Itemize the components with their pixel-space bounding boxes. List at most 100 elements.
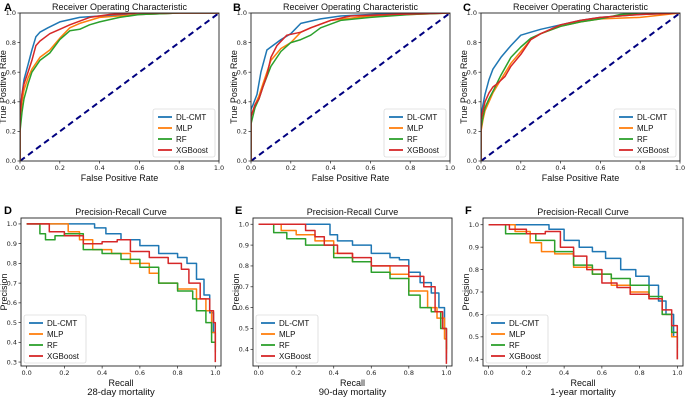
legend: DL-CMT MLP RF XGBoost [485,314,549,364]
y-tick-label: 0.8 [6,39,16,47]
legend-label: DL-CMT [47,319,77,328]
legend-label: MLP [637,124,653,133]
series-line-rf [488,223,679,349]
x-axis-label: False Positive Rate [81,173,159,183]
x-axis-label: Recall [108,378,133,388]
panel-letter: B [233,2,241,14]
series-line-xgboost [26,223,217,363]
legend-label: DL-CMT [509,319,539,328]
x-tick-label: 0.6 [134,164,144,172]
y-axis-label: True Positive Rate [459,50,469,124]
chance-diagonal-line [251,13,450,161]
y-tick-label: 0.7 [239,283,249,291]
x-tick-label: 1.0 [445,164,455,172]
legend: DL-CMT MLP RF XGBoost [152,108,216,158]
legend-label: XGBoost [47,352,80,361]
x-tick-label: 0.8 [405,164,415,172]
chance-diagonal-line [481,13,680,161]
panel-a: A Receiver Operating Characteristic 0.0 0.2… [0,2,224,183]
x-tick-label: 0.8 [404,369,414,377]
y-tick-label: 0.6 [237,68,247,76]
legend-label: MLP [279,330,295,339]
chart-title: Receiver Operating Characteristic [513,2,649,12]
y-tick-label: 1.0 [239,220,249,228]
series-line-mlp [20,13,219,161]
y-tick-label: 0.5 [239,325,249,333]
y-tick-label: 0.5 [469,333,479,341]
y-tick-label: 0.4 [239,346,249,354]
y-tick-label: 0.4 [7,339,17,347]
x-tick-label: 0.6 [365,164,375,172]
y-tick-label: 0.0 [467,157,477,165]
series-line-dl-cmt [488,223,679,360]
panel-letter: D [4,205,12,217]
x-tick-label: 0.6 [135,369,145,377]
y-axis-label: Precision [231,273,241,310]
y-tick-label: 0.8 [237,39,247,47]
x-axis-label: False Positive Rate [542,173,620,183]
legend-label: RF [407,135,418,144]
y-tick-label: 0.2 [467,128,477,136]
y-tick-label: 0.6 [469,311,479,319]
legend-box [23,314,87,364]
x-tick-label: 0.8 [634,369,644,377]
axes-frame [250,12,451,162]
series-line-rf [26,223,217,353]
y-axis-label: True Positive Rate [229,50,239,124]
x-tick-label: 0.4 [94,164,104,172]
y-tick-label: 1.0 [7,220,17,228]
y-tick-label: 0.0 [6,157,16,165]
y-tick-label: 0.7 [469,288,479,296]
x-tick-label: 1.0 [675,164,685,172]
series-line-xgboost [488,223,679,360]
chart-title: Precision-Recall Curve [307,207,399,217]
legend-label: RF [279,341,290,350]
y-tick-label: 0.6 [467,68,477,76]
panel-caption: 1-year mortality [550,387,616,398]
x-tick-label: 0.4 [325,164,335,172]
legend-label: RF [637,135,648,144]
y-axis-label: True Positive Rate [0,50,8,124]
series-line-rf [251,13,450,161]
panel-c: C Receiver Operating Characteristic 0.0 0.2… [459,2,685,183]
legend-label: XGBoost [279,352,312,361]
y-tick-label: 1.0 [467,9,477,17]
legend-label: DL-CMT [637,113,667,122]
x-tick-label: 0.2 [291,369,301,377]
y-tick-label: 0.3 [7,358,17,366]
panel-caption: 28-day mortality [87,387,155,398]
x-tick-label: 0.0 [246,164,256,172]
legend-label: MLP [47,330,63,339]
panel-f: F Precision-Recall Curve 0.0 0.2 0.4 0.6 0.8 1.… [461,205,684,398]
x-tick-label: 0.2 [59,369,69,377]
legend-box [383,108,447,158]
y-tick-label: 1.0 [469,221,479,229]
axes-frame [480,12,681,162]
x-tick-label: 0.4 [559,369,569,377]
legend: DL-CMT MLP RF XGBoost [613,108,677,158]
x-tick-label: 0.2 [286,164,296,172]
y-tick-label: 0.0 [237,157,247,165]
x-tick-label: 1.0 [672,369,682,377]
series-line-rf [20,13,219,161]
y-tick-label: 0.8 [7,260,17,268]
legend-label: DL-CMT [407,113,437,122]
y-tick-label: 0.6 [7,299,17,307]
legend-label: XGBoost [509,352,542,361]
panel-e: E Precision-Recall Curve 0.0 0.2 0.4 0.6 0.8 1.… [231,205,453,398]
axes-frame [20,217,222,367]
legend-label: DL-CMT [279,319,309,328]
legend-box [485,314,549,364]
x-tick-label: 0.8 [635,164,645,172]
series-line-xgboost [251,13,450,161]
x-tick-label: 0.2 [516,164,526,172]
y-axis-label: Precision [0,273,9,310]
x-axis-label: Recall [340,378,365,388]
x-tick-label: 0.0 [21,369,31,377]
x-tick-label: 1.0 [210,369,220,377]
legend-label: XGBoost [407,146,440,155]
legend: DL-CMT MLP RF XGBoost [383,108,447,158]
y-tick-label: 0.4 [237,98,247,106]
x-tick-label: 0.4 [555,164,565,172]
panel-b: B Receiver Operating Characteristic 0.0 0.2… [229,2,455,183]
